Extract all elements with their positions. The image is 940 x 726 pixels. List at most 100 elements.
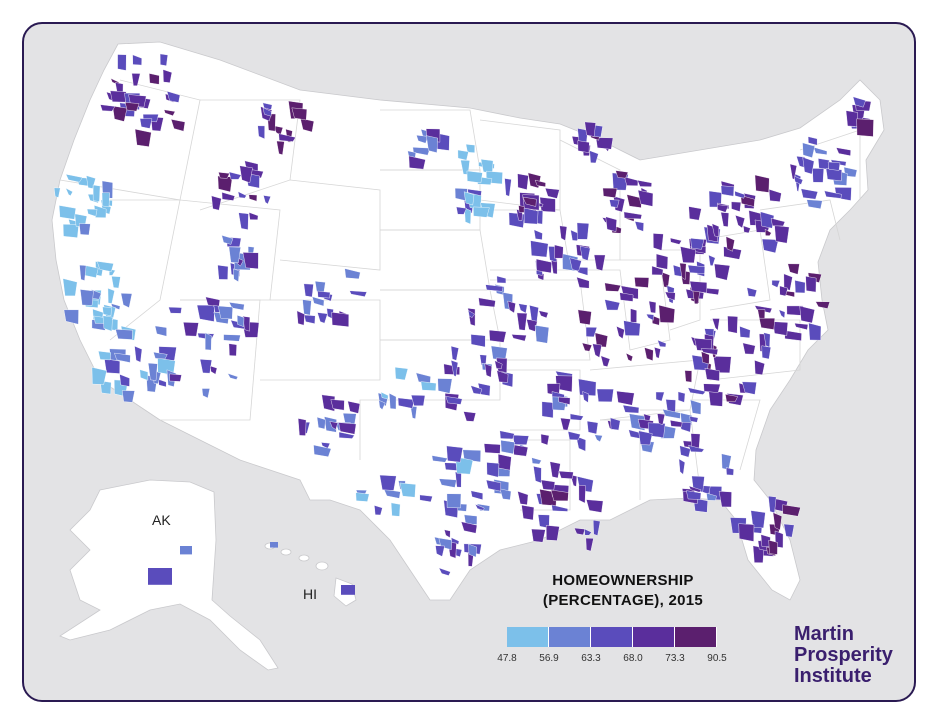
- county-region: [688, 485, 702, 493]
- county-region: [779, 285, 789, 297]
- county-region: [550, 489, 569, 502]
- county-region: [410, 394, 426, 406]
- county-region: [772, 321, 789, 336]
- county-region: [718, 490, 732, 508]
- county-region: [793, 175, 804, 185]
- county-region: [238, 212, 249, 230]
- county-region: [623, 211, 643, 220]
- county-region: [227, 373, 239, 380]
- county-region: [750, 510, 766, 529]
- county-region: [538, 310, 549, 319]
- county-region: [714, 263, 731, 281]
- county-region: [111, 276, 121, 289]
- county-region: [825, 168, 843, 182]
- county-region: [63, 309, 79, 325]
- county-region: [456, 206, 467, 215]
- county-region: [856, 118, 874, 137]
- legend-tick: 90.5: [707, 653, 727, 664]
- county-region: [314, 280, 326, 293]
- legend-swatch-5: [675, 627, 717, 647]
- county-region: [768, 495, 777, 514]
- county-region: [313, 444, 332, 458]
- county-region: [474, 503, 485, 511]
- county-region: [813, 146, 828, 155]
- county-region: [79, 289, 94, 306]
- county-region: [703, 383, 721, 393]
- legend-color-bar: [507, 627, 717, 647]
- county-region: [446, 493, 462, 509]
- legend-ticks: 47.8 56.9 63.3 68.0 73.3 90.5: [486, 653, 748, 667]
- legend-swatch-4: [633, 627, 675, 647]
- county-region: [530, 240, 549, 258]
- county-region: [228, 302, 245, 311]
- county-region: [740, 195, 755, 207]
- county-region: [410, 406, 418, 420]
- county-region: [462, 449, 481, 463]
- county-region: [470, 385, 483, 395]
- county-region: [742, 342, 756, 355]
- county-region: [540, 479, 556, 491]
- county-region: [625, 352, 634, 362]
- county-region: [355, 492, 370, 502]
- county-region: [800, 188, 819, 200]
- county-region: [584, 528, 592, 536]
- county-region: [262, 107, 272, 117]
- county-region: [731, 201, 742, 212]
- county-region: [321, 394, 336, 412]
- county-region: [761, 345, 772, 360]
- county-region: [531, 457, 542, 465]
- county-region: [808, 322, 822, 341]
- county-region: [291, 107, 308, 121]
- county-region: [399, 482, 416, 498]
- county-region: [713, 356, 732, 374]
- county-region: [651, 265, 664, 276]
- county-region: [183, 322, 199, 337]
- legend-title-line1: HOMEOWNERSHIP: [552, 572, 694, 589]
- county-region: [117, 54, 127, 71]
- county-region: [805, 275, 817, 293]
- county-region: [374, 505, 383, 516]
- county-region: [648, 300, 657, 314]
- county-region: [467, 309, 475, 318]
- county-region: [579, 245, 591, 261]
- county-region: [754, 359, 765, 376]
- county-region: [450, 345, 459, 361]
- county-region: [426, 135, 439, 153]
- county-region: [784, 330, 802, 341]
- county-region: [678, 458, 686, 475]
- county-region: [147, 362, 158, 381]
- county-region: [303, 283, 314, 298]
- county-region: [522, 196, 537, 207]
- county-region: [378, 399, 386, 410]
- county-region: [725, 236, 735, 252]
- county-region: [468, 543, 477, 558]
- legend-tick: 68.0: [623, 653, 643, 664]
- county-region: [445, 396, 463, 405]
- county-region: [412, 147, 431, 156]
- county-region: [132, 54, 143, 66]
- county-region: [654, 346, 661, 359]
- county-region: [782, 504, 801, 517]
- county-region: [278, 133, 296, 142]
- county-region: [634, 221, 644, 232]
- county-region: [596, 388, 614, 403]
- county-region: [690, 399, 702, 415]
- county-region: [232, 268, 240, 283]
- county-region: [551, 504, 569, 512]
- county-region: [534, 179, 546, 188]
- county-region: [644, 347, 654, 362]
- county-region: [690, 237, 705, 250]
- county-region: [484, 363, 492, 378]
- county-region: [62, 224, 80, 238]
- county-region: [464, 207, 472, 225]
- county-region: [473, 206, 490, 218]
- county-region: [700, 348, 719, 356]
- county-region: [593, 254, 606, 272]
- county-region: [159, 53, 169, 67]
- county-region: [592, 519, 601, 536]
- county-region: [228, 343, 237, 357]
- county-region: [485, 284, 504, 292]
- county-region: [221, 192, 236, 201]
- county-region: [559, 225, 568, 241]
